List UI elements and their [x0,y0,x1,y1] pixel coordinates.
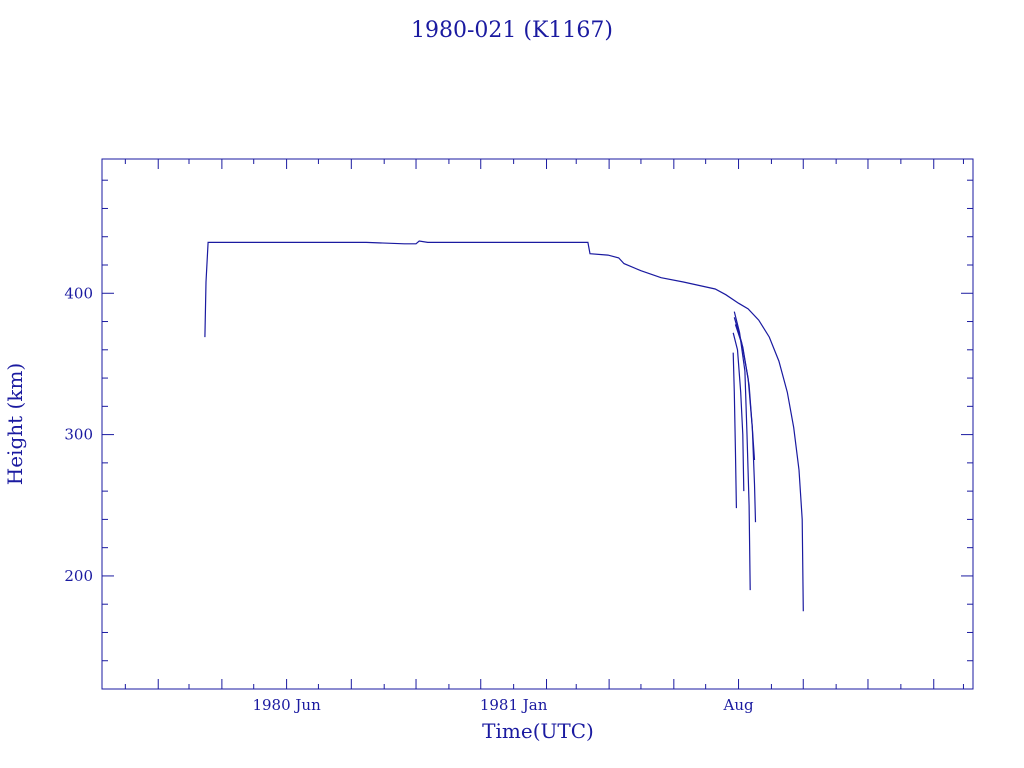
x-tick-labels: 1980 Jun 1981 Jan Aug [252,696,754,714]
series-line-4 [733,311,751,591]
x-tick-label: Aug [722,696,753,714]
y-tick-label: 200 [64,567,93,585]
x-tick-label: 1981 Jan [480,696,548,714]
y-tick-label: 400 [64,284,93,302]
series-line-1 [204,240,804,612]
y-tick-labels: 200 300 400 [64,284,93,585]
series-line-2 [732,352,737,509]
y-axis-title: Height (km) [3,363,27,485]
chart-title: 1980-021 (K1167) [411,18,613,43]
y-tick-label: 300 [64,426,93,444]
x-tick-label: 1980 Jun [252,696,321,714]
plot-frame [101,158,974,690]
series-line-3 [732,332,745,492]
series-group [204,240,804,612]
x-axis-title: Time(UTC) [482,719,594,743]
series-line-6 [734,324,756,461]
axis-ticks [102,159,973,689]
